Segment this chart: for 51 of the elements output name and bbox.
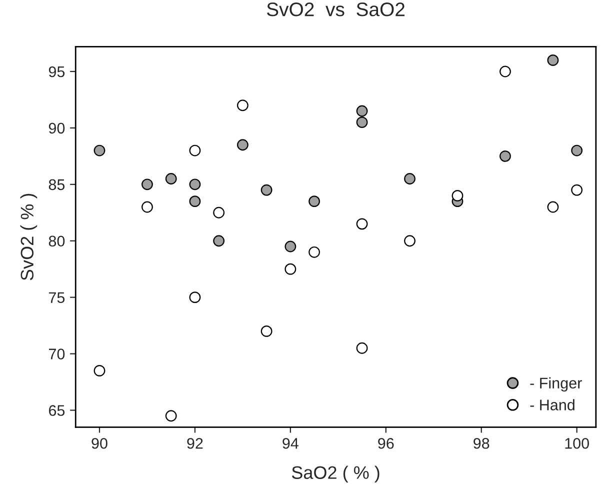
point: [236, 139, 248, 151]
point: [500, 150, 511, 162]
point: [308, 196, 320, 208]
x-tick-label: 96: [378, 438, 394, 449]
y-axis-title: SvO2 ( % ): [20, 194, 38, 280]
point: [142, 178, 153, 190]
point: [213, 206, 225, 218]
y-tick-label: 90: [48, 122, 65, 134]
point: [547, 201, 559, 213]
point: [165, 173, 177, 184]
point: [284, 240, 296, 252]
point: [94, 144, 106, 156]
point: [94, 365, 106, 376]
point: [308, 246, 320, 258]
point: [571, 184, 583, 196]
point: [189, 196, 201, 208]
point: [189, 144, 201, 156]
point: [356, 116, 368, 128]
x-tick-label: 100: [565, 438, 589, 449]
point: [547, 54, 559, 66]
x-tick-label: 92: [187, 438, 203, 449]
y-tick-label: 75: [49, 292, 65, 304]
y-tick-label: 65: [48, 405, 65, 416]
point: [404, 235, 416, 247]
point: [260, 325, 272, 337]
x-tick-label: 98: [474, 438, 490, 449]
point: [189, 178, 201, 190]
point: [284, 263, 296, 275]
point: [356, 105, 368, 117]
chart-title: SvO2 vs SaO2: [266, 2, 405, 16]
legend-label: - Hand: [530, 399, 574, 410]
point: [404, 173, 416, 184]
point: [236, 100, 248, 112]
x-tick-label: 94: [282, 438, 298, 449]
y-tick-label: 95: [48, 66, 65, 78]
x-axis-title: SaO2 ( % ): [292, 466, 380, 483]
y-tick-label: 85: [48, 179, 65, 190]
y-tick-label: 70: [49, 348, 65, 360]
point: [356, 218, 368, 230]
point: [356, 342, 368, 354]
point: [500, 66, 511, 78]
point: [165, 410, 177, 422]
point: [571, 144, 583, 156]
point: [213, 235, 225, 247]
point: [142, 201, 153, 213]
x-tick-label: 90: [92, 438, 108, 449]
point: [189, 292, 201, 304]
legend-label: - Finger: [530, 377, 582, 392]
point: [260, 184, 272, 196]
y-tick-label: 80: [48, 236, 65, 247]
point: [452, 190, 464, 202]
